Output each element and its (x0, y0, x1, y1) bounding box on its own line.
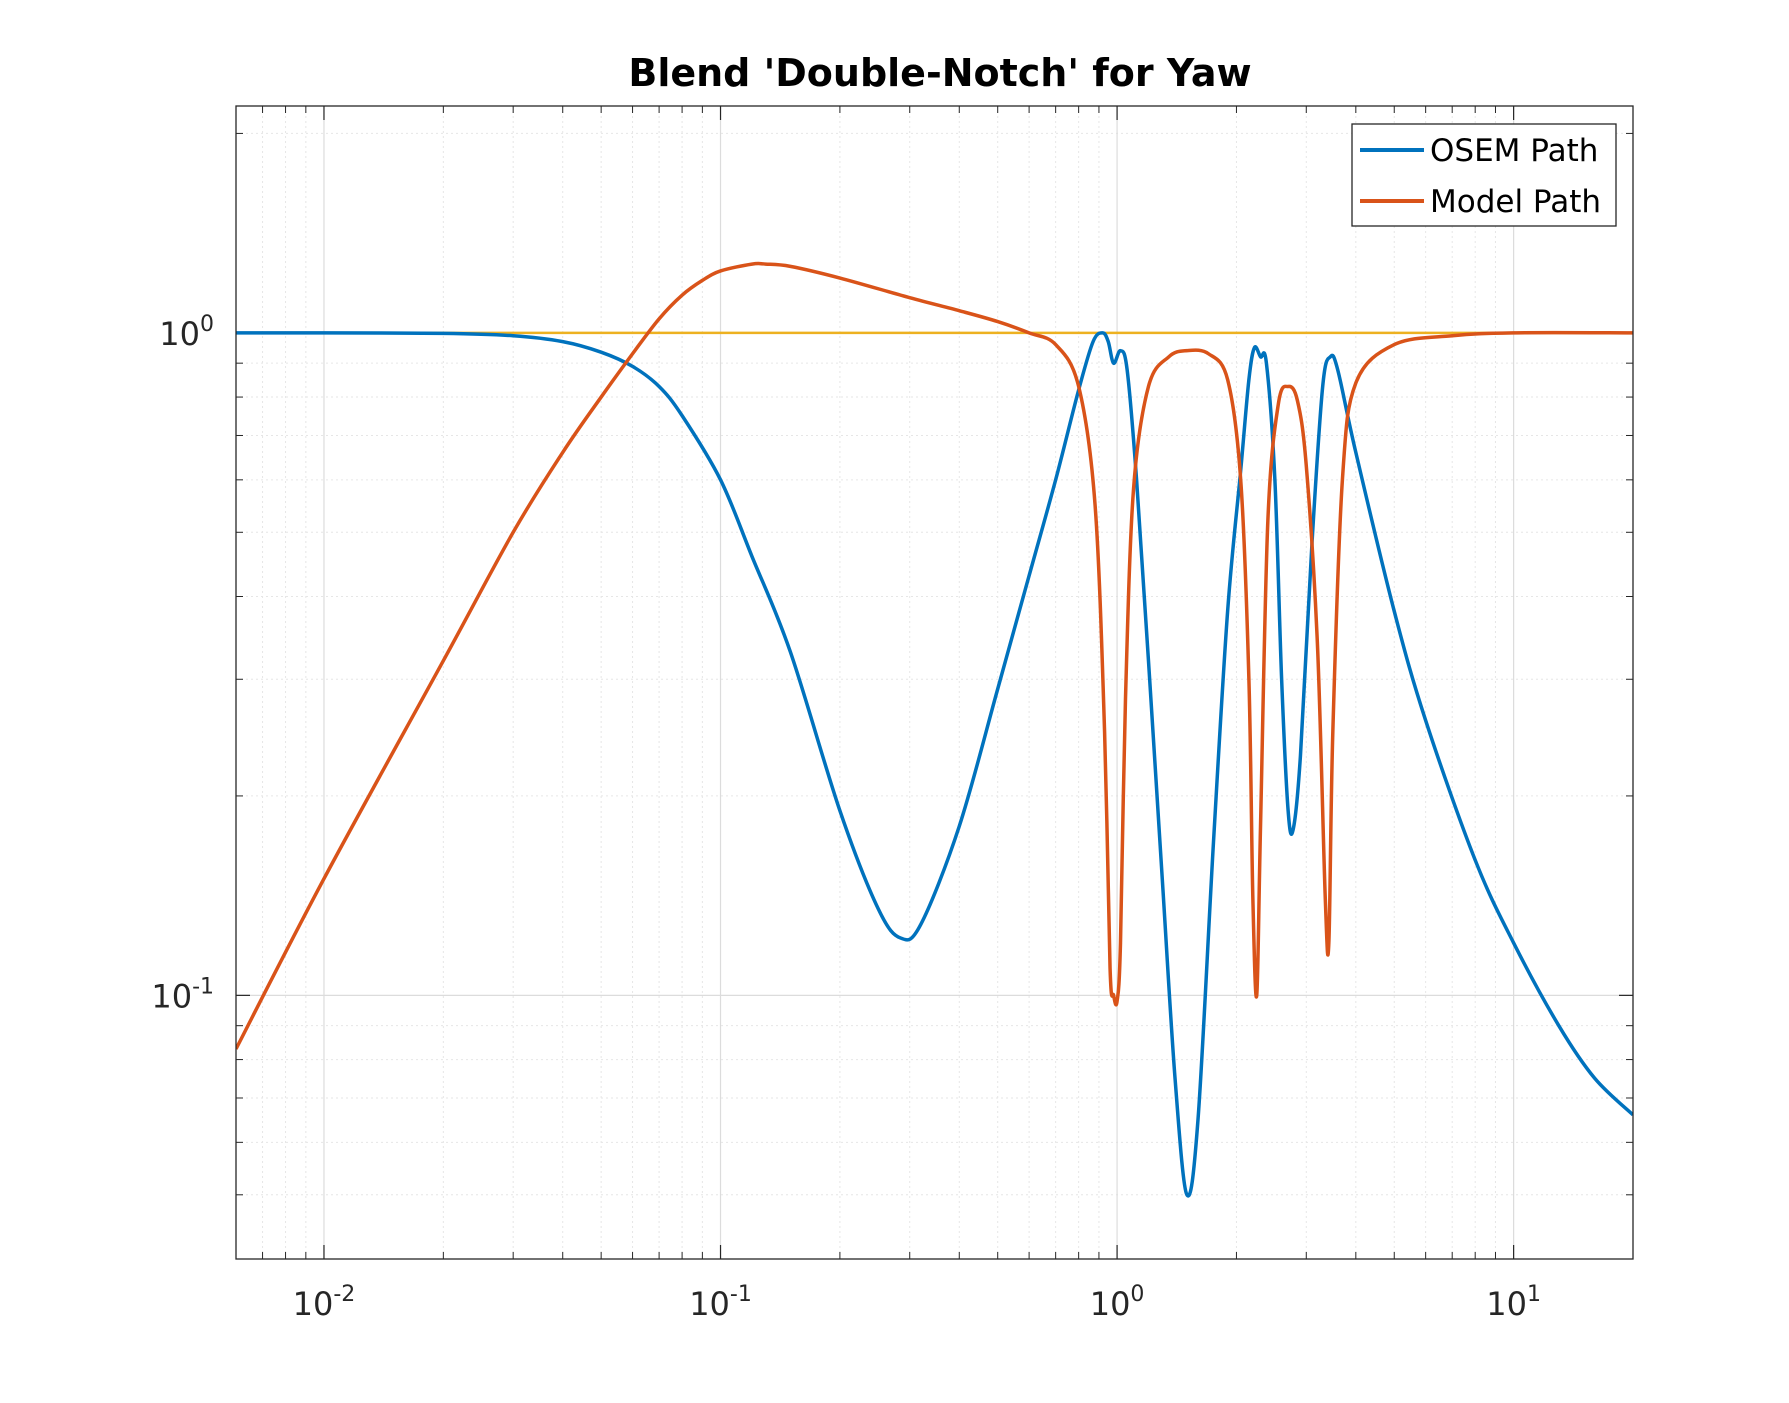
legend-label: OSEM Path (1430, 133, 1598, 169)
series-layer (236, 261, 1633, 1198)
x-tick-label: 100 (1090, 1282, 1145, 1323)
axis-ticks (235, 106, 1634, 1260)
legend-box (1351, 123, 1617, 227)
x-tick-labels: 10-2 10-1 100 101 (293, 1282, 1541, 1323)
y-tick-labels: 10-1 100 (151, 312, 214, 1016)
legend-label: Model Path (1430, 184, 1601, 220)
series-line-osem-path (236, 331, 1633, 1198)
y-tick-label: 100 (159, 312, 214, 353)
axes-box (235, 105, 1634, 1260)
major-grid (236, 106, 1633, 1259)
legend[interactable]: OSEM Path Model Path (1351, 123, 1617, 227)
x-tick-label: 10-2 (293, 1282, 356, 1323)
y-tick-label: 10-1 (151, 974, 214, 1015)
series-line-model-path (236, 261, 1633, 1050)
chart-title: Blend 'Double-Notch' for Yaw (628, 51, 1251, 95)
x-tick-label: 10-1 (689, 1282, 752, 1323)
x-tick-label: 101 (1486, 1282, 1541, 1323)
plot-area (236, 106, 1633, 1259)
